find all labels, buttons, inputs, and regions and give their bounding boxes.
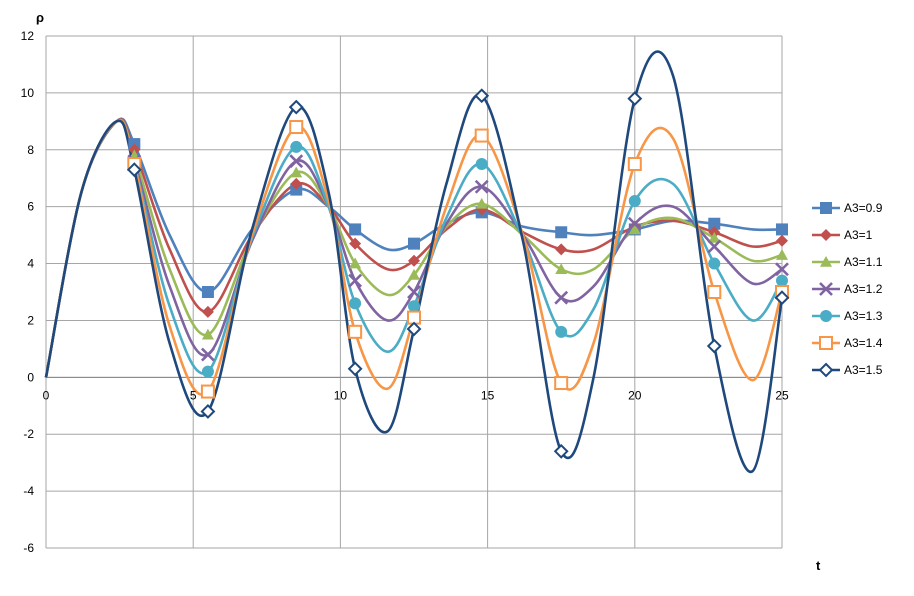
legend-swatch-marker xyxy=(820,256,832,267)
data-point xyxy=(408,254,420,267)
y-tick-label: -6 xyxy=(23,541,34,555)
data-point xyxy=(707,239,722,254)
legend: A3=0.9 A3=1 A3=1.1 A3=1.2 A3=1.3 A3=1.4 A3=1.5 xyxy=(812,201,883,378)
data-point xyxy=(627,91,643,106)
data-point xyxy=(628,223,641,235)
data-point xyxy=(126,162,142,178)
legend-swatch-marker xyxy=(818,362,834,378)
data-point xyxy=(349,237,362,250)
y-tick-label: 12 xyxy=(21,29,35,43)
data-point xyxy=(408,268,420,280)
data-point xyxy=(706,338,722,354)
data-point xyxy=(708,231,721,243)
data-point xyxy=(348,324,363,339)
data-point xyxy=(627,157,642,171)
data-point xyxy=(349,297,362,310)
data-point xyxy=(406,321,422,337)
data-point xyxy=(201,328,214,340)
data-point xyxy=(555,263,568,275)
x-axis-title: t xyxy=(816,558,821,573)
y-tick-label: 4 xyxy=(27,257,34,271)
data-point xyxy=(776,249,788,260)
data-point xyxy=(407,285,421,299)
data-point xyxy=(776,223,788,236)
data-point xyxy=(474,128,489,143)
data-point xyxy=(555,226,568,239)
data-point xyxy=(474,88,490,104)
y-tick-label: 10 xyxy=(21,86,35,100)
x-tick-label: 15 xyxy=(481,388,495,402)
legend-label: A3=1.1 xyxy=(844,255,883,269)
y-tick-label: 6 xyxy=(27,200,34,214)
data-point xyxy=(408,237,420,250)
data-point xyxy=(290,177,303,190)
data-point xyxy=(708,217,721,230)
series-markers xyxy=(126,88,790,459)
data-point xyxy=(200,404,216,419)
legend-label: A3=0.9 xyxy=(844,201,883,215)
y-tick-label: 2 xyxy=(27,313,34,327)
legend-label: A3=1.4 xyxy=(844,336,883,350)
y-axis-title: ρ xyxy=(36,10,44,25)
data-point xyxy=(627,216,642,231)
y-tick-label: 0 xyxy=(27,370,34,384)
data-point xyxy=(474,179,489,194)
y-tick-labels: -6 -4 -2 0 2 4 6 8 10 12 xyxy=(21,29,35,555)
data-point xyxy=(348,273,363,288)
data-point xyxy=(349,223,362,236)
data-point xyxy=(290,166,303,178)
data-point xyxy=(408,300,420,313)
legend-swatch-marker xyxy=(819,336,833,350)
data-point xyxy=(554,376,569,391)
data-point xyxy=(289,120,304,135)
data-point xyxy=(776,274,788,287)
x-tick-labels: 0 5 10 15 20 25 xyxy=(43,388,789,402)
legend-swatch-marker xyxy=(820,310,832,322)
data-point xyxy=(200,384,215,399)
data-point xyxy=(347,361,363,377)
data-point xyxy=(288,99,304,115)
data-point xyxy=(555,243,568,256)
data-point xyxy=(290,140,303,153)
legend-swatch-marker xyxy=(820,202,832,214)
series-line-5 xyxy=(44,119,784,396)
data-point xyxy=(775,262,789,277)
x-tick-label: 20 xyxy=(628,388,642,402)
data-point xyxy=(555,325,568,338)
y-tick-label: -4 xyxy=(23,484,34,498)
data-point xyxy=(628,194,641,207)
data-point xyxy=(708,257,721,270)
data-point xyxy=(475,197,488,209)
legend-label: A3=1 xyxy=(844,228,873,242)
data-point xyxy=(201,286,214,298)
data-point xyxy=(475,158,488,170)
data-point xyxy=(553,443,569,459)
data-point xyxy=(776,234,788,247)
legend-swatch-marker xyxy=(820,229,832,241)
x-tick-label: 5 xyxy=(190,388,197,402)
data-point xyxy=(201,347,215,362)
data-point xyxy=(201,305,214,318)
data-point xyxy=(774,290,790,306)
data-point xyxy=(707,285,722,299)
data-point xyxy=(201,365,214,378)
x-tick-label: 10 xyxy=(334,388,348,402)
y-tick-label: 8 xyxy=(27,143,34,157)
x-tick-label: 25 xyxy=(775,388,789,402)
legend-swatch-marker xyxy=(819,282,833,296)
y-tick-label: -2 xyxy=(23,427,34,441)
legend-label: A3=1.5 xyxy=(844,363,883,377)
data-point xyxy=(349,257,362,269)
data-point xyxy=(289,154,304,169)
data-point xyxy=(554,290,569,305)
legend-label: A3=1.2 xyxy=(844,282,883,296)
x-tick-label: 0 xyxy=(43,388,50,402)
legend-label: A3=1.3 xyxy=(844,309,883,323)
